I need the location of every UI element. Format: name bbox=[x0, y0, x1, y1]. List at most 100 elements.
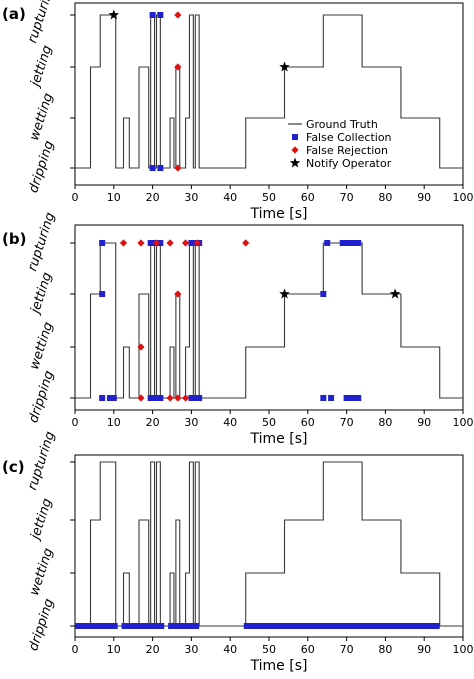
false-collection-band bbox=[168, 623, 200, 629]
false-collection-marker bbox=[157, 165, 164, 171]
false-collection-marker bbox=[157, 12, 164, 18]
false-collection-band bbox=[121, 623, 165, 629]
y-tick-label: rupturing bbox=[25, 211, 58, 273]
false-rejection-marker bbox=[174, 394, 182, 402]
plot-area-frame bbox=[74, 224, 464, 411]
y-tick-label: rupturing bbox=[25, 430, 58, 492]
false-rejection-marker bbox=[181, 239, 190, 247]
false-collection-marker bbox=[339, 240, 346, 246]
y-tick-label: wetting bbox=[27, 91, 56, 142]
x-tick-label: 100 bbox=[453, 191, 474, 204]
x-tick-label: 10 bbox=[107, 191, 121, 204]
y-tick-label: rupturing bbox=[25, 0, 58, 45]
legend-swatch-false-collection bbox=[292, 134, 298, 140]
x-tick-label: 20 bbox=[146, 191, 160, 204]
y-tick-label: jetting bbox=[27, 271, 55, 317]
y-tick-label: jetting bbox=[27, 497, 55, 543]
x-tick-label: 80 bbox=[378, 643, 392, 656]
x-axis-label: Time [s] bbox=[250, 206, 308, 222]
x-tick-label: 50 bbox=[262, 191, 276, 204]
legend-entry-label: False Rejection bbox=[306, 144, 388, 157]
false-rejection-marker bbox=[174, 63, 182, 71]
x-tick-label: 40 bbox=[223, 643, 237, 656]
false-rejection-marker bbox=[137, 394, 145, 402]
x-tick-label: 100 bbox=[453, 416, 474, 429]
false-collection-marker bbox=[110, 395, 117, 401]
false-rejection-marker bbox=[174, 290, 182, 298]
x-tick-label: 10 bbox=[107, 643, 121, 656]
false-collection-marker bbox=[149, 12, 156, 18]
x-tick-label: 0 bbox=[72, 416, 79, 429]
false-collection-marker bbox=[149, 165, 156, 171]
false-collection-marker bbox=[188, 240, 195, 246]
false-collection-marker bbox=[320, 291, 327, 297]
false-collection-marker bbox=[351, 240, 358, 246]
false-rejection-marker bbox=[137, 239, 145, 247]
false-collection-marker bbox=[157, 240, 164, 246]
x-tick-label: 0 bbox=[72, 643, 79, 656]
y-tick-label: dripping bbox=[26, 597, 57, 653]
x-tick-label: 10 bbox=[107, 416, 121, 429]
false-collection-marker bbox=[106, 395, 113, 401]
x-tick-label: 50 bbox=[262, 416, 276, 429]
false-rejection-marker bbox=[166, 239, 174, 247]
false-rejection-marker bbox=[119, 239, 128, 247]
x-tick-label: 20 bbox=[146, 643, 160, 656]
false-collection-marker bbox=[343, 395, 350, 401]
false-collection-marker bbox=[192, 395, 199, 401]
x-tick-label: 40 bbox=[223, 416, 237, 429]
y-tick-label: dripping bbox=[26, 369, 57, 425]
false-collection-marker bbox=[99, 240, 106, 246]
x-tick-label: 70 bbox=[340, 643, 354, 656]
x-tick-label: 30 bbox=[184, 643, 198, 656]
false-rejection-marker bbox=[166, 394, 174, 402]
x-tick-label: 20 bbox=[146, 416, 160, 429]
false-collection-marker bbox=[196, 395, 203, 401]
x-tick-label: 50 bbox=[262, 643, 276, 656]
false-collection-marker bbox=[324, 240, 331, 246]
y-tick-label: wetting bbox=[27, 320, 56, 371]
false-collection-marker bbox=[355, 240, 362, 246]
false-rejection-marker bbox=[137, 343, 145, 351]
x-tick-label: 70 bbox=[340, 191, 354, 204]
y-tick-label: wetting bbox=[27, 546, 56, 597]
false-rejection-marker bbox=[193, 239, 201, 247]
false-collection-marker bbox=[355, 395, 362, 401]
y-tick-label: jetting bbox=[27, 44, 55, 90]
false-collection-marker bbox=[351, 395, 358, 401]
x-tick-label: 60 bbox=[301, 643, 315, 656]
false-collection-marker bbox=[347, 395, 354, 401]
false-rejection-marker bbox=[174, 11, 182, 19]
ground-truth-line bbox=[75, 461, 463, 627]
false-rejection-marker bbox=[242, 239, 250, 247]
x-tick-label: 90 bbox=[417, 416, 431, 429]
ground-truth-line bbox=[75, 242, 463, 399]
legend-entry-label: False Collection bbox=[306, 131, 392, 144]
false-collection-marker bbox=[149, 395, 156, 401]
x-tick-label: 100 bbox=[453, 643, 474, 656]
x-tick-label: 0 bbox=[72, 191, 79, 204]
notify-operator-marker bbox=[389, 288, 401, 299]
x-tick-label: 60 bbox=[301, 416, 315, 429]
false-collection-marker bbox=[320, 395, 327, 401]
x-tick-label: 80 bbox=[378, 191, 392, 204]
notify-operator-marker bbox=[108, 9, 120, 20]
false-collection-marker bbox=[157, 395, 164, 401]
x-tick-label: 90 bbox=[417, 643, 431, 656]
panel-label: (b) bbox=[2, 230, 26, 248]
notify-operator-marker bbox=[279, 61, 290, 72]
false-collection-marker bbox=[99, 395, 106, 401]
x-tick-label: 90 bbox=[417, 191, 431, 204]
plot-area-frame bbox=[74, 454, 464, 638]
false-collection-marker bbox=[328, 395, 335, 401]
false-collection-marker bbox=[188, 395, 195, 401]
false-rejection-marker bbox=[152, 239, 161, 247]
false-collection-marker bbox=[99, 291, 106, 297]
legend-swatch-notify-operator bbox=[289, 157, 301, 168]
panel-label: (a) bbox=[2, 5, 26, 23]
panel-label: (c) bbox=[2, 458, 25, 476]
